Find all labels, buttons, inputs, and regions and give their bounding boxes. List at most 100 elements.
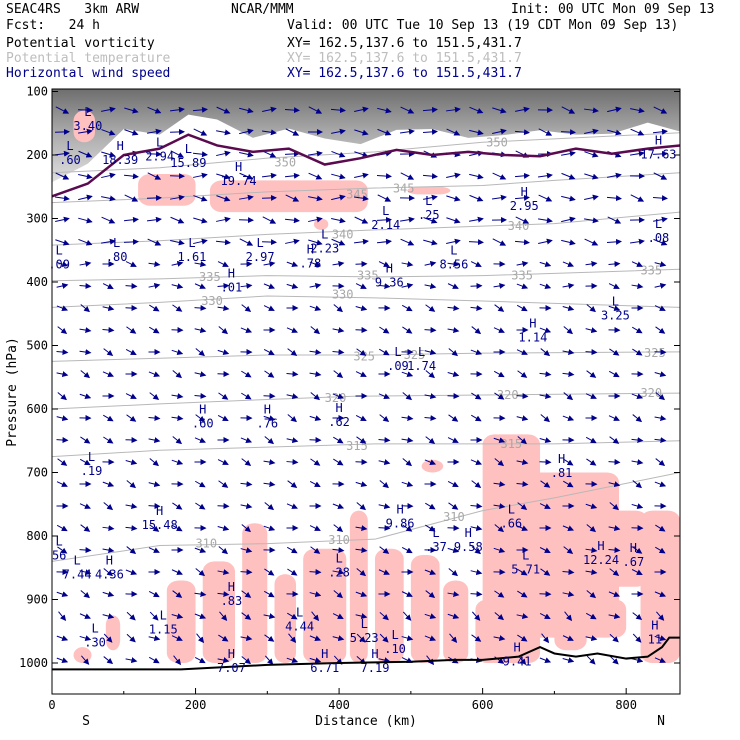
wind-vector [331,217,346,224]
wind-vector [194,371,207,378]
wind-vector [424,349,437,356]
wind-vector [585,436,597,444]
wind-vector [146,151,162,158]
wind-vector [425,304,436,312]
wind-vector [446,172,461,179]
pv-tropopause-line [52,133,680,198]
wind-vector [309,635,321,641]
wind-vector [356,436,367,444]
wind-vector [333,524,344,533]
low-marker: L [296,606,303,620]
high-marker: H [655,134,662,148]
wind-vector [148,415,161,422]
wind-vector [539,437,552,444]
wind-vector [562,591,575,598]
wind-vector [263,459,276,466]
wind-vector [240,635,253,642]
wind-vector [79,503,91,509]
wind-vector [102,591,115,598]
wind-vector [586,524,597,533]
wind-vector [80,370,91,379]
theta-label: 335 [640,264,662,278]
wind-vector [563,326,573,335]
wind-vector [379,633,389,643]
wind-vector [539,327,552,333]
wind-vector [79,283,92,290]
shaded-region [410,555,440,663]
wind-vector [561,106,576,114]
wind-vector [608,370,620,378]
wind-vector [125,657,138,664]
wind-vector [148,503,161,510]
wind-vector [149,524,160,532]
wind-vector [539,612,551,620]
wind-vector [399,128,415,135]
wind-vector [332,569,345,576]
wind-vector [149,326,160,334]
wind-vector [609,655,619,665]
wind-vector [401,546,413,554]
wind-vector [125,261,137,267]
low-marker: L [450,244,457,258]
shaded-region [105,615,121,651]
theta-label: 350 [274,156,296,170]
wind-vector [217,591,230,598]
wind-vector [401,415,414,422]
wind-vector [630,128,645,136]
wind-vector [285,238,300,245]
wind-vector [654,591,667,597]
wind-vector [446,217,461,224]
wind-vector [469,106,484,114]
high-marker: H [335,401,342,415]
wind-vector [516,613,529,620]
wind-vector [517,634,528,642]
wind-vector [630,194,645,202]
wind-vector [333,436,344,444]
wind-vector [264,568,275,576]
wind-vector [493,503,506,510]
wind-vector [471,480,482,488]
wind-vector [125,525,138,532]
wind-vector [516,260,529,267]
wind-vector [264,370,275,378]
high-marker: H [264,402,271,416]
wind-vector [308,239,323,246]
wind-vector [196,633,205,644]
wind-vector [353,195,369,202]
theta-label: 315 [346,439,368,453]
wind-vector [607,129,622,136]
wind-vector [586,655,596,665]
y-tick-label: 700 [26,466,48,480]
wind-vector [402,458,413,467]
wind-vector [126,326,137,334]
wind-vector [102,613,115,620]
wind-vector [171,260,184,267]
wind-vector [78,150,93,158]
wind-vector [147,106,162,114]
wind-vector [402,611,412,621]
wind-vector [78,238,93,246]
marker-value: .25 [418,208,440,222]
wind-vector [216,195,231,202]
wind-vector [656,611,665,621]
y-axis-label: Pressure (hPa) [5,337,20,447]
shaded-region [421,459,444,473]
wind-vector [102,371,114,377]
high-marker: H [651,618,658,632]
marker-value: .08 [648,231,670,245]
shaded-region [407,186,451,195]
wind-vector [379,612,389,621]
wind-vector [608,260,621,267]
wind-vector [241,370,252,378]
wind-vector [424,283,437,290]
wind-vector [264,436,275,445]
wind-vector [56,261,69,268]
wind-vector [401,304,413,312]
wind-vector [563,546,574,554]
wind-vector [240,282,253,289]
wind-vector [469,194,484,202]
wind-vector [284,172,300,179]
marker-value: 12.24 [583,553,619,567]
wind-vector [333,590,343,599]
wind-vector [310,392,321,401]
